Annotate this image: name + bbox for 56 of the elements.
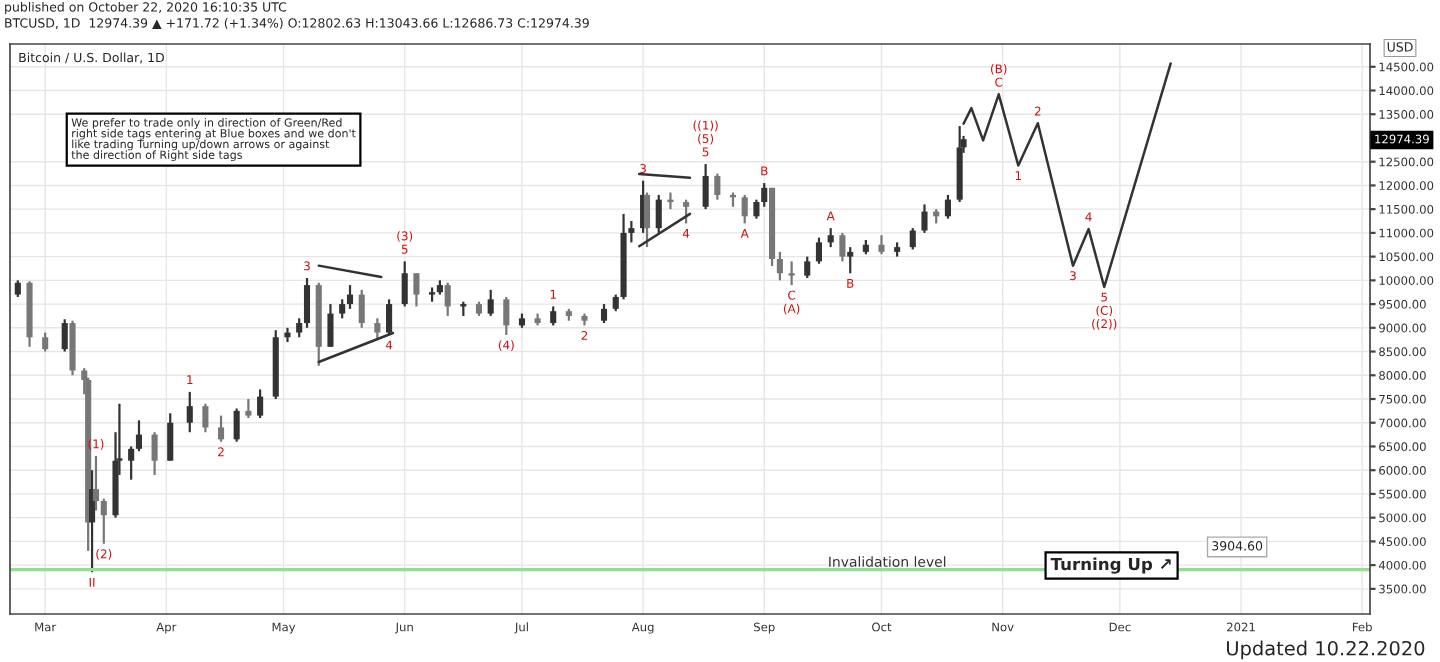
candlestick [233, 407, 240, 443]
candlestick [167, 412, 174, 462]
candlestick [135, 419, 143, 453]
candlestick [202, 402, 209, 434]
candlestick [303, 276, 311, 329]
candlestick [667, 191, 674, 211]
candlestick [217, 414, 225, 443]
candlestick [550, 305, 557, 327]
candlestick [643, 191, 651, 249]
candlestick [42, 331, 49, 353]
candlestick [257, 388, 264, 420]
candlestick [284, 326, 291, 344]
candlestick [245, 397, 252, 420]
candlestick [741, 193, 748, 225]
text: Updated 10.22.2020 [1227, 640, 1425, 660]
candlestick [815, 236, 823, 265]
candlestick [804, 255, 811, 280]
candlestick [620, 212, 627, 301]
candlestick [128, 445, 135, 481]
candlestick [944, 193, 951, 220]
candlestick [702, 162, 709, 211]
candlestick [61, 318, 68, 353]
candlestick [401, 260, 408, 308]
annotation: Turning Up ↗ [1050, 557, 1171, 574]
candlestick [315, 281, 322, 367]
candlestick [444, 281, 451, 318]
candlestick [69, 319, 76, 377]
candlestick [26, 280, 33, 348]
candlestick [847, 246, 854, 275]
candlestick [776, 250, 783, 282]
candlestick [769, 186, 776, 268]
candlestick [909, 227, 916, 251]
candlestick [878, 234, 885, 256]
candlestick [503, 295, 510, 337]
candlestick [296, 317, 303, 339]
candlestick [827, 227, 834, 249]
candlestick [85, 376, 92, 552]
candlestick [714, 172, 721, 201]
candlestick [151, 431, 158, 477]
candlestick [272, 329, 279, 401]
candlestick [600, 302, 608, 325]
candlestick [358, 288, 365, 329]
candlestick [921, 203, 928, 234]
candlestick [346, 283, 354, 310]
candlestick [92, 454, 100, 512]
candlestick [339, 298, 346, 320]
candlestick [683, 198, 690, 225]
candlestick [487, 288, 494, 318]
candlestick [413, 272, 420, 308]
candlestick [374, 317, 381, 341]
candlestick [327, 302, 334, 348]
candlestick [839, 231, 846, 263]
candlestick [89, 469, 96, 574]
candlestick [100, 497, 107, 545]
candlestick [186, 390, 193, 434]
candlestick [788, 260, 795, 287]
